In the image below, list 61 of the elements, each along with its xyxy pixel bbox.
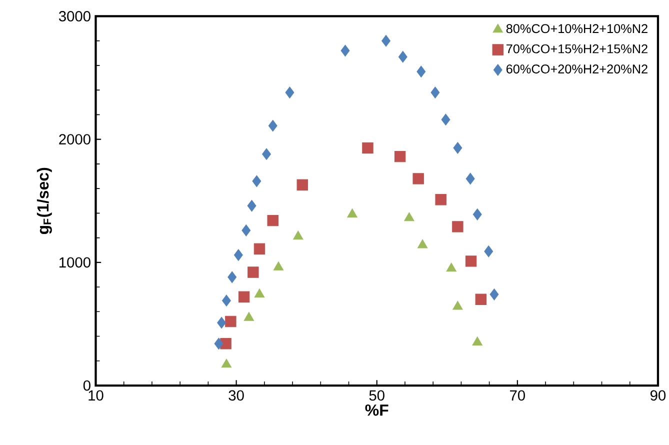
legend-label: 60%CO+20%H2+20%N2 — [506, 64, 648, 74]
point — [222, 294, 231, 306]
point — [430, 86, 440, 98]
point — [285, 86, 294, 98]
point — [435, 194, 446, 206]
point — [412, 173, 424, 184]
point — [248, 266, 259, 278]
point — [234, 249, 243, 261]
point — [220, 338, 232, 350]
point — [465, 256, 477, 267]
point — [453, 142, 462, 154]
point — [293, 230, 304, 240]
x-tick-label: 70 — [510, 390, 525, 401]
y-tick-label: 1000 — [60, 257, 90, 268]
legend-label: 80%CO+10%H2+10%N2 — [506, 24, 648, 34]
x-tick-label: 10 — [88, 390, 104, 401]
point — [214, 338, 224, 350]
point — [347, 208, 358, 218]
point — [484, 245, 494, 258]
point — [228, 271, 237, 284]
point — [225, 316, 236, 328]
point — [394, 150, 406, 162]
x-tick-label: 50 — [369, 390, 384, 401]
point — [472, 208, 482, 220]
point — [362, 142, 374, 154]
point — [490, 288, 499, 300]
y-axis-title: g$_{F}$(1/sec) — [36, 168, 52, 234]
point — [417, 239, 428, 248]
x-tick-label: 30 — [228, 390, 244, 401]
point — [221, 358, 232, 368]
point — [441, 114, 450, 126]
point — [247, 200, 256, 212]
y-tick-label: 0 — [83, 380, 90, 391]
x-tick-label: 90 — [650, 390, 666, 401]
point — [446, 262, 456, 272]
point — [238, 291, 250, 302]
point — [452, 221, 464, 232]
point — [217, 316, 226, 329]
point — [254, 288, 265, 298]
point — [404, 212, 414, 222]
point — [267, 214, 278, 226]
point — [244, 312, 254, 321]
point — [296, 179, 308, 190]
y-tick-label: 3000 — [58, 11, 90, 22]
point — [254, 243, 266, 254]
y-tick-label: 2000 — [59, 134, 90, 144]
point — [466, 172, 475, 185]
point — [475, 294, 486, 305]
point — [252, 175, 262, 188]
point — [472, 336, 482, 346]
point — [382, 34, 390, 47]
point — [340, 44, 350, 57]
legend-label: 70%CO+15%H2+15%N2 — [506, 44, 648, 54]
point — [268, 120, 278, 132]
point — [273, 261, 284, 270]
point — [242, 224, 251, 236]
point — [416, 66, 426, 78]
x-axis-title: %F — [365, 404, 388, 416]
point — [452, 300, 463, 310]
point — [262, 148, 271, 160]
point — [398, 50, 408, 63]
